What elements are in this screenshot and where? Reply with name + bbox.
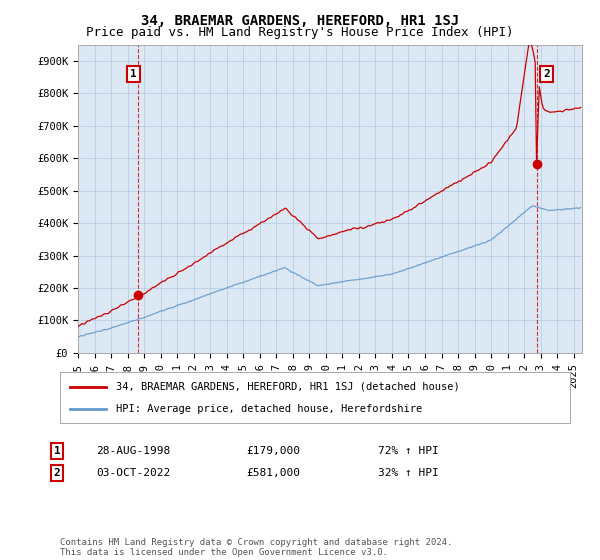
Text: 03-OCT-2022: 03-OCT-2022 (96, 468, 170, 478)
Text: £179,000: £179,000 (246, 446, 300, 456)
Text: 72% ↑ HPI: 72% ↑ HPI (378, 446, 439, 456)
Text: 1: 1 (130, 69, 137, 79)
Text: 32% ↑ HPI: 32% ↑ HPI (378, 468, 439, 478)
Text: 2: 2 (53, 468, 61, 478)
Text: HPI: Average price, detached house, Herefordshire: HPI: Average price, detached house, Here… (116, 404, 422, 414)
Text: Price paid vs. HM Land Registry's House Price Index (HPI): Price paid vs. HM Land Registry's House … (86, 26, 514, 39)
Text: 34, BRAEMAR GARDENS, HEREFORD, HR1 1SJ (detached house): 34, BRAEMAR GARDENS, HEREFORD, HR1 1SJ (… (116, 381, 460, 391)
Text: 28-AUG-1998: 28-AUG-1998 (96, 446, 170, 456)
Text: Contains HM Land Registry data © Crown copyright and database right 2024.
This d: Contains HM Land Registry data © Crown c… (60, 538, 452, 557)
Text: £581,000: £581,000 (246, 468, 300, 478)
Text: 1: 1 (53, 446, 61, 456)
Text: 2: 2 (543, 69, 550, 79)
Text: 34, BRAEMAR GARDENS, HEREFORD, HR1 1SJ: 34, BRAEMAR GARDENS, HEREFORD, HR1 1SJ (141, 14, 459, 28)
